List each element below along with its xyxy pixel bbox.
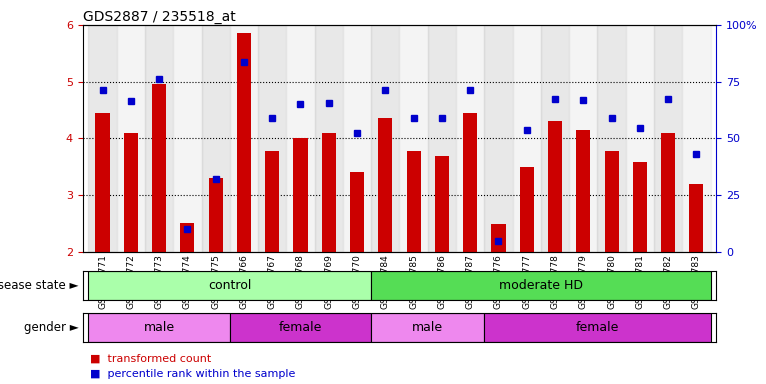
Text: control: control xyxy=(208,279,251,291)
Bar xyxy=(343,25,372,252)
Bar xyxy=(597,25,626,252)
Text: disease state ►: disease state ► xyxy=(0,279,79,291)
Bar xyxy=(88,313,230,342)
Bar xyxy=(654,25,683,252)
Bar xyxy=(541,25,569,252)
Bar xyxy=(152,84,166,252)
Bar xyxy=(689,184,703,252)
Text: male: male xyxy=(412,321,444,334)
Bar xyxy=(683,25,711,252)
Bar xyxy=(88,271,372,300)
Bar xyxy=(286,25,315,252)
Bar xyxy=(519,167,534,252)
Text: GDS2887 / 235518_at: GDS2887 / 235518_at xyxy=(83,10,235,24)
Bar xyxy=(548,121,562,252)
Bar xyxy=(484,313,711,342)
Bar xyxy=(463,113,477,252)
Text: ■  percentile rank within the sample: ■ percentile rank within the sample xyxy=(90,369,296,379)
Bar xyxy=(633,162,647,252)
Bar xyxy=(265,151,280,252)
Bar xyxy=(456,25,484,252)
Bar xyxy=(293,138,308,252)
Bar xyxy=(124,132,138,252)
Bar xyxy=(201,25,230,252)
Bar xyxy=(173,25,201,252)
Bar xyxy=(661,132,675,252)
Bar xyxy=(208,178,223,252)
Bar xyxy=(258,25,286,252)
Bar xyxy=(315,25,343,252)
Bar xyxy=(230,25,258,252)
Bar xyxy=(237,33,251,252)
Text: male: male xyxy=(143,321,175,334)
Bar xyxy=(378,118,392,252)
Bar xyxy=(604,151,619,252)
Bar xyxy=(435,156,449,252)
Bar xyxy=(350,172,364,252)
Text: female: female xyxy=(576,321,619,334)
Bar xyxy=(491,224,506,252)
Bar xyxy=(372,313,484,342)
Text: gender ►: gender ► xyxy=(25,321,79,334)
Text: ■  transformed count: ■ transformed count xyxy=(90,354,211,364)
Bar xyxy=(180,223,195,252)
Bar xyxy=(400,25,427,252)
Bar xyxy=(427,25,456,252)
Bar xyxy=(88,25,116,252)
Bar xyxy=(116,25,145,252)
Bar xyxy=(372,271,711,300)
Bar xyxy=(576,130,591,252)
Bar xyxy=(626,25,654,252)
Bar xyxy=(372,25,400,252)
Text: female: female xyxy=(279,321,322,334)
Bar xyxy=(145,25,173,252)
Bar xyxy=(322,132,336,252)
Text: moderate HD: moderate HD xyxy=(499,279,583,291)
Bar xyxy=(512,25,541,252)
Bar xyxy=(407,151,421,252)
Bar xyxy=(569,25,597,252)
Bar xyxy=(96,113,110,252)
Bar xyxy=(484,25,512,252)
Bar xyxy=(230,313,372,342)
